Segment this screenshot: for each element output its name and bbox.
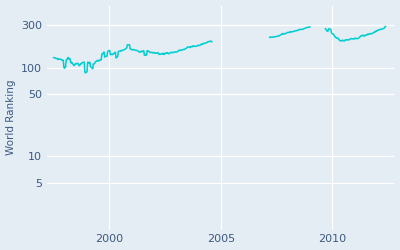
- Y-axis label: World Ranking: World Ranking: [6, 80, 16, 155]
